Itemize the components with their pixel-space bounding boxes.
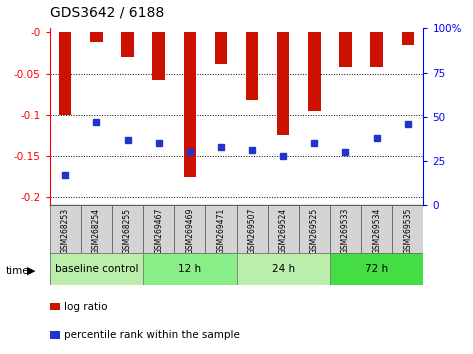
Bar bbox=[370, 33, 383, 67]
Bar bbox=[402, 33, 414, 45]
Text: ▶: ▶ bbox=[27, 266, 36, 276]
Text: GSM269471: GSM269471 bbox=[217, 208, 226, 254]
Bar bbox=[50, 253, 143, 285]
Bar bbox=[268, 205, 299, 253]
Text: GSM269525: GSM269525 bbox=[310, 208, 319, 254]
Text: GSM268255: GSM268255 bbox=[123, 208, 132, 254]
Bar bbox=[143, 205, 174, 253]
Bar bbox=[184, 33, 196, 177]
Bar bbox=[236, 205, 268, 253]
Bar bbox=[330, 253, 423, 285]
Bar bbox=[50, 205, 81, 253]
Bar bbox=[174, 205, 205, 253]
Bar bbox=[392, 205, 423, 253]
Text: GSM269535: GSM269535 bbox=[403, 208, 412, 254]
Bar bbox=[205, 205, 236, 253]
Text: GSM269507: GSM269507 bbox=[247, 208, 256, 254]
Text: 12 h: 12 h bbox=[178, 264, 201, 274]
Bar bbox=[361, 205, 392, 253]
Text: 72 h: 72 h bbox=[365, 264, 388, 274]
Bar bbox=[246, 33, 258, 100]
Bar bbox=[299, 205, 330, 253]
Text: GSM269533: GSM269533 bbox=[341, 208, 350, 254]
Bar bbox=[330, 205, 361, 253]
Text: GDS3642 / 6188: GDS3642 / 6188 bbox=[50, 5, 164, 19]
Bar bbox=[277, 33, 289, 135]
Text: GSM268254: GSM268254 bbox=[92, 208, 101, 254]
Bar bbox=[152, 33, 165, 80]
Text: GSM269467: GSM269467 bbox=[154, 208, 163, 254]
Text: percentile rank within the sample: percentile rank within the sample bbox=[64, 330, 240, 340]
Bar bbox=[90, 33, 103, 42]
Bar bbox=[215, 33, 227, 64]
Text: GSM269524: GSM269524 bbox=[279, 208, 288, 254]
Bar bbox=[81, 205, 112, 253]
Text: time: time bbox=[6, 266, 29, 276]
Text: GSM268253: GSM268253 bbox=[61, 208, 70, 254]
Bar bbox=[308, 33, 321, 111]
Bar bbox=[143, 253, 236, 285]
Bar bbox=[112, 205, 143, 253]
Text: baseline control: baseline control bbox=[54, 264, 138, 274]
Text: log ratio: log ratio bbox=[64, 302, 107, 312]
Text: GSM269469: GSM269469 bbox=[185, 208, 194, 254]
Bar bbox=[236, 253, 330, 285]
Bar bbox=[339, 33, 352, 67]
Bar bbox=[121, 33, 134, 57]
Bar bbox=[59, 33, 71, 115]
Text: 24 h: 24 h bbox=[272, 264, 295, 274]
Text: GSM269534: GSM269534 bbox=[372, 208, 381, 254]
